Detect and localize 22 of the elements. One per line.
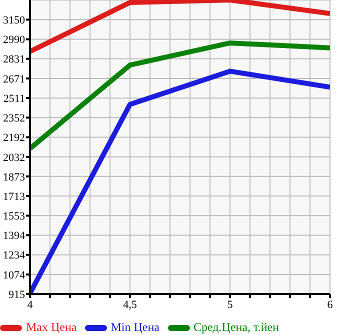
y-tick-label: 1873 bbox=[3, 171, 26, 184]
y-tick-label: 2831 bbox=[3, 54, 25, 66]
y-tick-label: 1394 bbox=[3, 230, 26, 242]
y-tick-label: 1713 bbox=[3, 190, 26, 203]
x-tick-label: 4 bbox=[27, 298, 34, 311]
y-tick-label: 2671 bbox=[3, 73, 25, 86]
y-tick-label: 2352 bbox=[3, 112, 25, 125]
y-tick-label: 2511 bbox=[3, 92, 25, 105]
x-tick-label: 5 bbox=[227, 298, 234, 311]
y-tick-label: 2032 bbox=[3, 152, 25, 164]
x-tick-label: 4,5 bbox=[123, 298, 138, 311]
y-tick-label: 915 bbox=[8, 288, 26, 301]
legend-label: Min Цена bbox=[110, 320, 160, 335]
y-tick-label: 2990 bbox=[3, 34, 26, 46]
x-tick-label: 6 bbox=[327, 298, 334, 311]
y-tick-label: 1234 bbox=[3, 250, 26, 262]
y-tick-label: 1074 bbox=[3, 269, 26, 282]
legend-label: Сред.Цена, т.йен bbox=[192, 320, 280, 335]
y-tick-label: 2192 bbox=[3, 132, 25, 144]
legend-label: Max Цена bbox=[25, 320, 77, 335]
y-tick-label: 3150 bbox=[3, 14, 26, 27]
y-tick-label: 1553 bbox=[3, 210, 26, 223]
